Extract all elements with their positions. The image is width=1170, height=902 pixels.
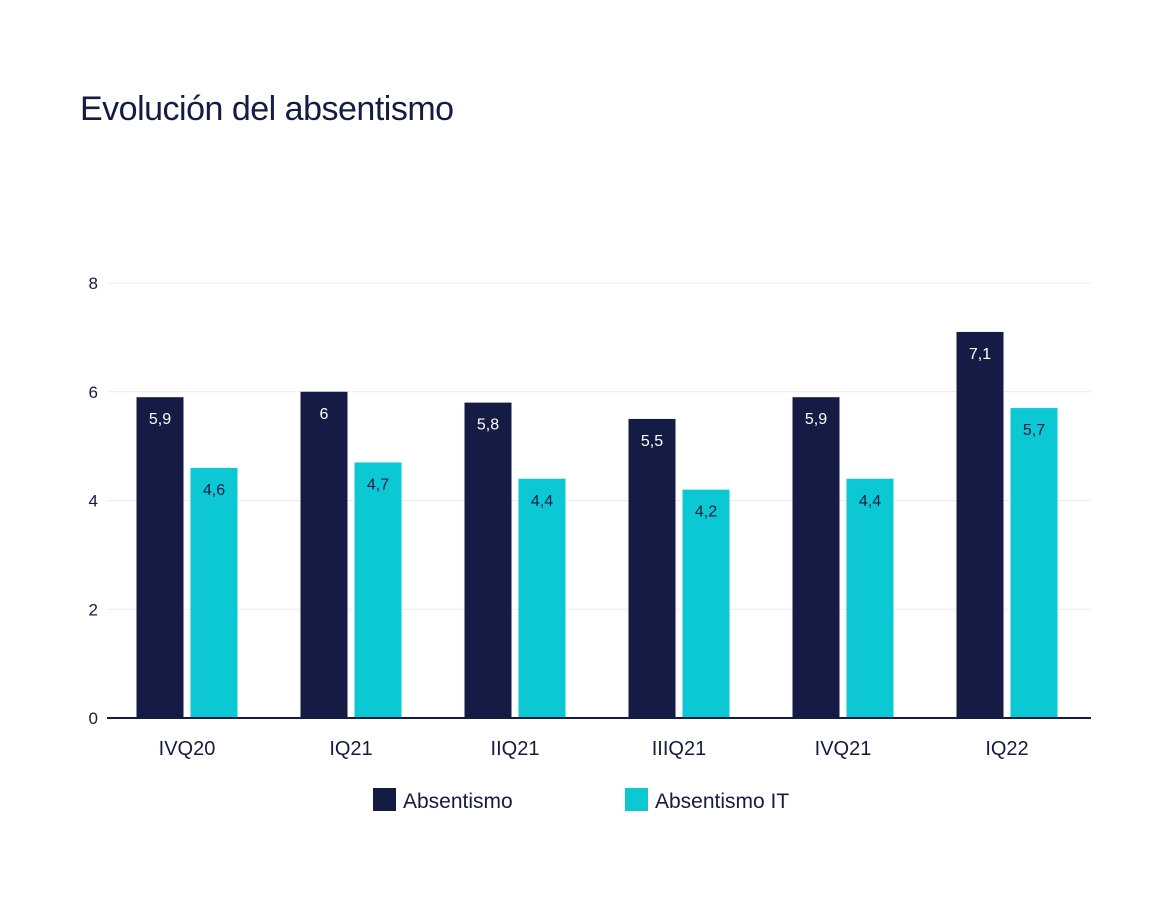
legend-label: Absentismo IT xyxy=(655,790,789,813)
data-label: 6 xyxy=(320,406,329,423)
bar-absentismo-it-iiiq21 xyxy=(682,489,730,718)
data-label: 4,4 xyxy=(531,493,553,510)
data-label: 5,5 xyxy=(641,433,663,450)
y-tick-label: 2 xyxy=(89,600,98,619)
legend: Absentismo Absentismo IT xyxy=(373,788,789,813)
legend-label: Absentismo xyxy=(403,790,513,813)
x-tick-label: IIIQ21 xyxy=(652,738,706,760)
data-label: 4,6 xyxy=(203,482,225,499)
x-axis-labels: IVQ20 IQ21 IIQ21 IIIQ21 IVQ21 IQ22 xyxy=(159,738,1029,760)
bar-absentismo-it-iq22 xyxy=(1010,408,1058,718)
x-tick-label: IVQ20 xyxy=(159,738,216,760)
bars: 5,9 4,6 6 4,7 5,8 4,4 5,5 4,2 5,9 4,4 7,1 5,7 xyxy=(136,331,1058,718)
legend-swatch xyxy=(625,788,648,811)
x-tick-label: IIQ21 xyxy=(491,738,540,760)
x-tick-label: IVQ21 xyxy=(815,738,872,760)
data-label: 5,8 xyxy=(477,417,499,434)
y-tick-label: 8 xyxy=(89,274,98,293)
bar-absentismo-iq21 xyxy=(300,391,348,718)
chart-title: Evolución del absentismo xyxy=(80,90,454,128)
bar-absentismo-ivq20 xyxy=(136,397,184,718)
bar-absentismo-iiiq21 xyxy=(628,418,676,718)
bar-absentismo-it-iq21 xyxy=(354,462,402,718)
bar-absentismo-ivq21 xyxy=(792,397,840,718)
bar-absentismo-it-ivq20 xyxy=(190,467,238,718)
bar-absentismo-it-iiq21 xyxy=(518,478,566,718)
gridlines xyxy=(107,282,1091,610)
bar-absentismo-it-ivq21 xyxy=(846,478,894,718)
data-label: 4,4 xyxy=(859,493,881,510)
y-axis-ticks: 0 2 4 6 8 xyxy=(89,274,98,728)
data-label: 5,7 xyxy=(1023,422,1045,439)
data-label: 7,1 xyxy=(969,346,991,363)
data-label: 5,9 xyxy=(149,411,171,428)
legend-swatch xyxy=(373,788,396,811)
x-tick-label: IQ22 xyxy=(985,738,1028,760)
bar-absentismo-iiq21 xyxy=(464,402,512,718)
y-tick-label: 6 xyxy=(89,383,98,402)
y-tick-label: 0 xyxy=(89,709,98,728)
data-label: 4,2 xyxy=(695,504,717,521)
x-tick-label: IQ21 xyxy=(329,738,372,760)
y-tick-label: 4 xyxy=(89,492,98,511)
bar-absentismo-iq22 xyxy=(956,331,1004,718)
data-label: 5,9 xyxy=(805,411,827,428)
data-label: 4,7 xyxy=(367,476,389,493)
